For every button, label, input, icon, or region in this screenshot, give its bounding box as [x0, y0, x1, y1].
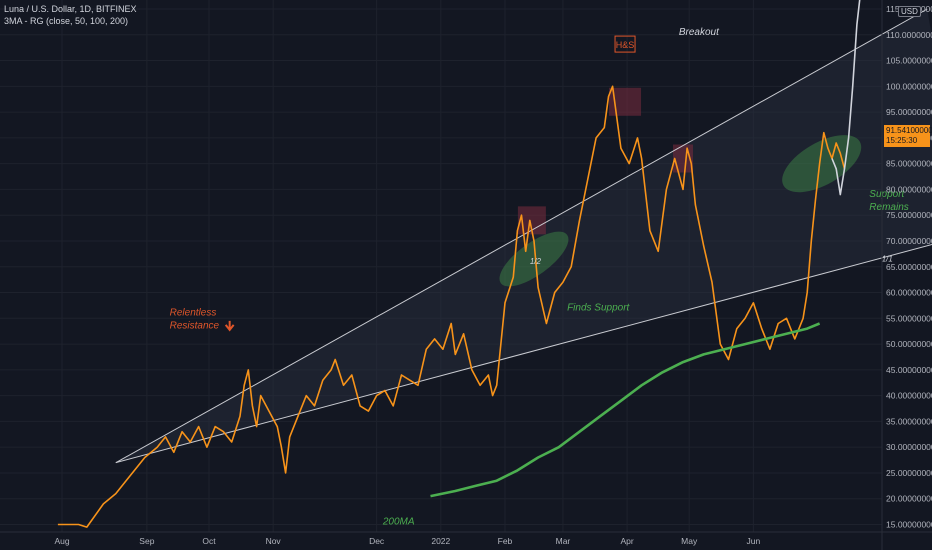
- y-tick-label: 30.00000000: [886, 442, 932, 452]
- y-tick-label: 50.00000000: [886, 339, 932, 349]
- resistance-label: Relentless: [170, 308, 217, 319]
- x-tick-label: Apr: [620, 536, 633, 546]
- hs-boxes: [517, 35, 693, 235]
- trendline-label: 1/2: [530, 257, 542, 266]
- support-ellipse: [782, 135, 862, 193]
- trendline: [115, 8, 928, 464]
- x-tick-label: Oct: [202, 536, 216, 546]
- y-tick-label: 75.00000000: [886, 210, 932, 220]
- bar-countdown: 15:25:30: [886, 135, 918, 145]
- series-lines: [57, 0, 861, 528]
- y-tick-label: 85.00000000: [886, 159, 932, 169]
- annotations: 1/2 1/1 H&S Breakout Finds Support Support Rem…: [170, 27, 909, 528]
- y-tick-label: 70.00000000: [886, 236, 932, 246]
- chart-legend: Luna / U.S. Dollar, 1D, BITFINEX 3MA - R…: [4, 3, 137, 27]
- y-tick-label: 110.00000000: [886, 30, 932, 40]
- support-ellipse: [499, 231, 569, 287]
- symbol-title[interactable]: Luna / U.S. Dollar, 1D, BITFINEX: [4, 4, 137, 14]
- y-tick-label: 60.00000000: [886, 288, 932, 298]
- y-tick-label: 40.00000000: [886, 391, 932, 401]
- x-tick-label: Dec: [369, 536, 385, 546]
- support-ellipses: [499, 135, 862, 287]
- x-tick-label: Jun: [747, 536, 761, 546]
- x-tick-label: Mar: [556, 536, 571, 546]
- hs-label: H&S: [616, 40, 635, 50]
- x-tick-label: Aug: [54, 536, 69, 546]
- y-tick-label: 20.00000000: [886, 494, 932, 504]
- support-remains-label: Remains: [869, 202, 908, 213]
- x-tick-label: Nov: [266, 536, 282, 546]
- price-series: [57, 85, 846, 528]
- down-arrow-icon: [224, 320, 235, 332]
- y-tick-label: 55.00000000: [886, 313, 932, 323]
- indicator-label[interactable]: 3MA - RG (close, 50, 100, 200): [4, 16, 129, 26]
- grid: [0, 0, 882, 532]
- x-tick-label: Sep: [139, 536, 154, 546]
- y-tick-label: 105.00000000: [886, 56, 932, 66]
- finds-support-label: Finds Support: [567, 303, 630, 314]
- hs-label-box: [614, 35, 636, 53]
- trendline-label: 1/1: [882, 255, 893, 264]
- currency-badge[interactable]: USD: [898, 6, 921, 17]
- support-remains-label: Support: [869, 189, 905, 200]
- last-price-label: 91.54100000 15:25:30: [884, 124, 932, 147]
- x-tick-label: 2022: [431, 536, 450, 546]
- y-tick-label: 100.00000000: [886, 81, 932, 91]
- last-price-value: 91.54100000: [886, 125, 932, 135]
- y-tick-label: 95.00000000: [886, 107, 932, 117]
- y-tick-label: 15.00000000: [886, 520, 932, 530]
- resistance-label: Resistance: [170, 321, 220, 332]
- y-tick-label: 25.00000000: [886, 468, 932, 478]
- breakout-series: [831, 0, 861, 196]
- y-tick-label: 65.00000000: [886, 262, 932, 272]
- ma-label: 200MA: [382, 517, 415, 528]
- y-tick-label: 80.00000000: [886, 184, 932, 194]
- breakout-label: Breakout: [679, 27, 720, 38]
- x-tick-label: May: [681, 536, 698, 546]
- y-tick-label: 45.00000000: [886, 365, 932, 375]
- x-tick-label: Feb: [498, 536, 513, 546]
- 200MA-series: [430, 322, 821, 498]
- y-tick-label: 35.00000000: [886, 416, 932, 426]
